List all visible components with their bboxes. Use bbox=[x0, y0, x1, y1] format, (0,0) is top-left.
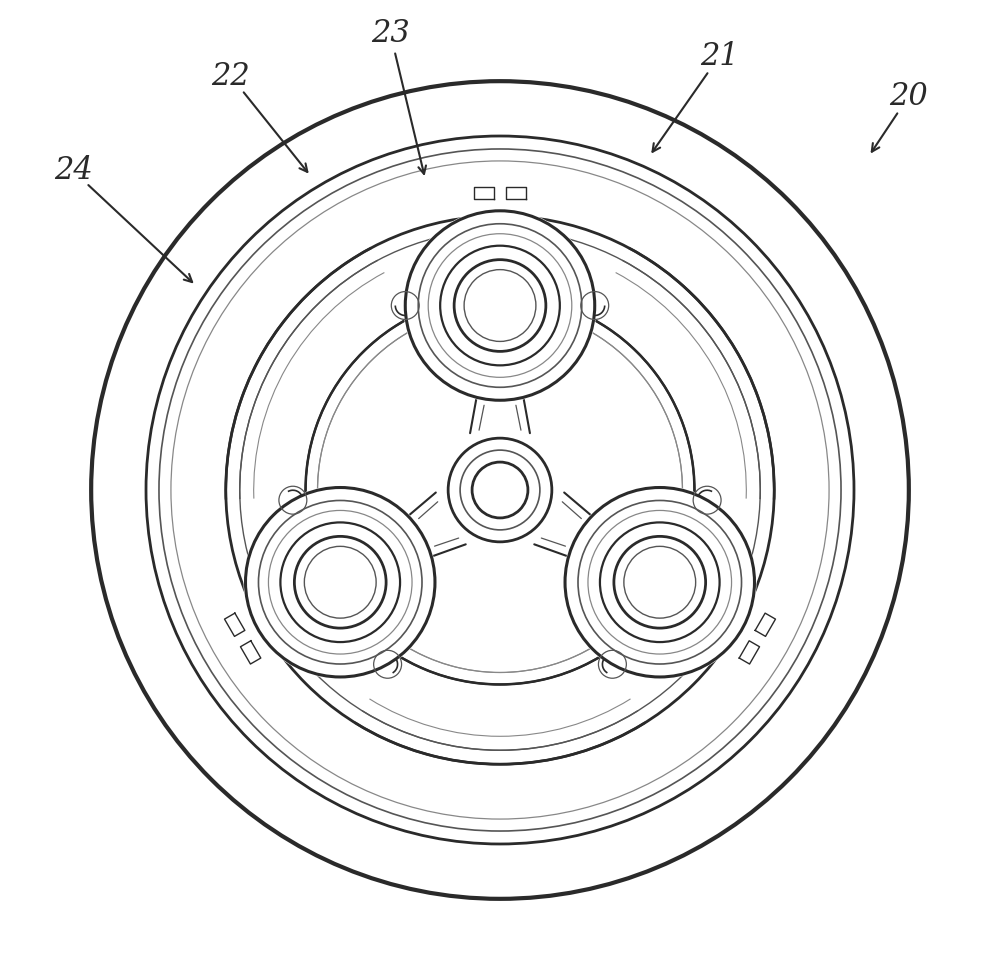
Circle shape bbox=[614, 536, 706, 628]
Text: 21: 21 bbox=[700, 41, 739, 72]
Circle shape bbox=[403, 209, 597, 402]
Circle shape bbox=[294, 536, 386, 628]
Text: 24: 24 bbox=[54, 156, 93, 186]
Circle shape bbox=[454, 260, 546, 352]
Circle shape bbox=[472, 463, 528, 517]
Text: 23: 23 bbox=[371, 18, 410, 49]
Text: 22: 22 bbox=[211, 61, 250, 92]
Circle shape bbox=[244, 485, 437, 679]
Text: 20: 20 bbox=[889, 80, 928, 112]
Circle shape bbox=[563, 485, 756, 679]
